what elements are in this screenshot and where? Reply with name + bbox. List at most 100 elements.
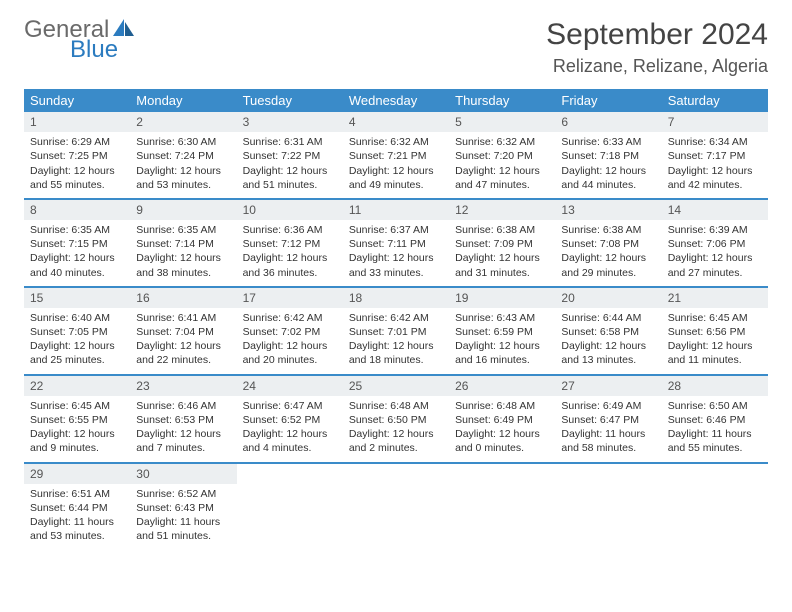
day-cell: 26Sunrise: 6:48 AMSunset: 6:49 PMDayligh… (449, 376, 555, 462)
day-cell: 15Sunrise: 6:40 AMSunset: 7:05 PMDayligh… (24, 288, 130, 374)
daylight-text: Daylight: 12 hours and 4 minutes. (243, 427, 337, 455)
day-header-sun: Sunday (24, 89, 130, 112)
daylight-text: Daylight: 12 hours and 16 minutes. (455, 339, 549, 367)
day-number: 12 (449, 200, 555, 220)
calendar: Sunday Monday Tuesday Wednesday Thursday… (24, 89, 768, 549)
day-body: Sunrise: 6:47 AMSunset: 6:52 PMDaylight:… (237, 399, 343, 462)
day-body: Sunrise: 6:36 AMSunset: 7:12 PMDaylight:… (237, 223, 343, 286)
sunrise-text: Sunrise: 6:51 AM (30, 487, 124, 501)
sunrise-text: Sunrise: 6:32 AM (349, 135, 443, 149)
daylight-text: Daylight: 12 hours and 13 minutes. (561, 339, 655, 367)
sunrise-text: Sunrise: 6:35 AM (136, 223, 230, 237)
day-body: Sunrise: 6:38 AMSunset: 7:08 PMDaylight:… (555, 223, 661, 286)
day-cell: 3Sunrise: 6:31 AMSunset: 7:22 PMDaylight… (237, 112, 343, 198)
daylight-text: Daylight: 12 hours and 42 minutes. (668, 164, 762, 192)
sunrise-text: Sunrise: 6:45 AM (30, 399, 124, 413)
day-cell: 30Sunrise: 6:52 AMSunset: 6:43 PMDayligh… (130, 464, 236, 550)
day-number: 24 (237, 376, 343, 396)
day-number: 4 (343, 112, 449, 132)
sunrise-text: Sunrise: 6:30 AM (136, 135, 230, 149)
day-body: Sunrise: 6:41 AMSunset: 7:04 PMDaylight:… (130, 311, 236, 374)
day-number: 23 (130, 376, 236, 396)
sunrise-text: Sunrise: 6:50 AM (668, 399, 762, 413)
daylight-text: Daylight: 12 hours and 9 minutes. (30, 427, 124, 455)
daylight-text: Daylight: 11 hours and 51 minutes. (136, 515, 230, 543)
sunrise-text: Sunrise: 6:41 AM (136, 311, 230, 325)
day-body: Sunrise: 6:52 AMSunset: 6:43 PMDaylight:… (130, 487, 236, 550)
day-number: 8 (24, 200, 130, 220)
day-number: 11 (343, 200, 449, 220)
day-cell: 20Sunrise: 6:44 AMSunset: 6:58 PMDayligh… (555, 288, 661, 374)
daylight-text: Daylight: 12 hours and 11 minutes. (668, 339, 762, 367)
day-cell: . (449, 464, 555, 550)
sunrise-text: Sunrise: 6:38 AM (455, 223, 549, 237)
day-body: Sunrise: 6:40 AMSunset: 7:05 PMDaylight:… (24, 311, 130, 374)
day-cell: . (343, 464, 449, 550)
sunrise-text: Sunrise: 6:29 AM (30, 135, 124, 149)
day-cell: 21Sunrise: 6:45 AMSunset: 6:56 PMDayligh… (662, 288, 768, 374)
sunrise-text: Sunrise: 6:52 AM (136, 487, 230, 501)
sunrise-text: Sunrise: 6:36 AM (243, 223, 337, 237)
day-cell: 17Sunrise: 6:42 AMSunset: 7:02 PMDayligh… (237, 288, 343, 374)
day-cell: 4 Sunrise: 6:32 AMSunset: 7:21 PMDaylight… (343, 112, 449, 198)
day-number: 29 (24, 464, 130, 484)
day-header: Sunday Monday Tuesday Wednesday Thursday… (24, 89, 768, 112)
day-body: Sunrise: 6:50 AMSunset: 6:46 PMDaylight:… (662, 399, 768, 462)
day-cell: 12Sunrise: 6:38 AMSunset: 7:09 PMDayligh… (449, 200, 555, 286)
day-cell: 8Sunrise: 6:35 AMSunset: 7:15 PMDaylight… (24, 200, 130, 286)
sunrise-text: Sunrise: 6:49 AM (561, 399, 655, 413)
logo-word2: Blue (70, 38, 135, 62)
sunrise-text: Sunrise: 6:32 AM (455, 135, 549, 149)
day-body: Sunrise: 6:32 AMSunset: 7:21 PMDaylight:… (343, 135, 449, 198)
daylight-text: Daylight: 12 hours and 7 minutes. (136, 427, 230, 455)
sunrise-text: Sunrise: 6:35 AM (30, 223, 124, 237)
daylight-text: Daylight: 12 hours and 22 minutes. (136, 339, 230, 367)
daylight-text: Daylight: 12 hours and 2 minutes. (349, 427, 443, 455)
sunrise-text: Sunrise: 6:44 AM (561, 311, 655, 325)
day-body: Sunrise: 6:43 AMSunset: 6:59 PMDaylight:… (449, 311, 555, 374)
daylight-text: Daylight: 12 hours and 31 minutes. (455, 251, 549, 279)
daylight-text: Daylight: 12 hours and 36 minutes. (243, 251, 337, 279)
day-number: 5 (449, 112, 555, 132)
day-number: 9 (130, 200, 236, 220)
day-cell: 2Sunrise: 6:30 AMSunset: 7:24 PMDaylight… (130, 112, 236, 198)
day-cell: 18Sunrise: 6:42 AMSunset: 7:01 PMDayligh… (343, 288, 449, 374)
day-cell: 14Sunrise: 6:39 AMSunset: 7:06 PMDayligh… (662, 200, 768, 286)
sunset-text: Sunset: 6:44 PM (30, 501, 124, 515)
location: Relizane, Relizane, Algeria (546, 56, 768, 77)
sunset-text: Sunset: 6:59 PM (455, 325, 549, 339)
title-block: September 2024 Relizane, Relizane, Alger… (546, 18, 768, 77)
day-cell: 28 Sunrise: 6:50 AMSunset: 6:46 PMDayligh… (662, 376, 768, 462)
day-body: Sunrise: 6:42 AMSunset: 7:01 PMDaylight:… (343, 311, 449, 374)
sunset-text: Sunset: 6:49 PM (455, 413, 549, 427)
day-header-tue: Tuesday (237, 89, 343, 112)
day-header-wed: Wednesday (343, 89, 449, 112)
daylight-text: Daylight: 12 hours and 49 minutes. (349, 164, 443, 192)
sunrise-text: Sunrise: 6:48 AM (349, 399, 443, 413)
sunrise-text: Sunrise: 6:34 AM (668, 135, 762, 149)
sunset-text: Sunset: 7:25 PM (30, 149, 124, 163)
month-title: September 2024 (546, 18, 768, 52)
day-cell: 9Sunrise: 6:35 AMSunset: 7:14 PMDaylight… (130, 200, 236, 286)
daylight-text: Daylight: 12 hours and 51 minutes. (243, 164, 337, 192)
sunset-text: Sunset: 7:17 PM (668, 149, 762, 163)
daylight-text: Daylight: 12 hours and 29 minutes. (561, 251, 655, 279)
day-body: Sunrise: 6:48 AMSunset: 6:49 PMDaylight:… (449, 399, 555, 462)
daylight-text: Daylight: 12 hours and 44 minutes. (561, 164, 655, 192)
day-header-mon: Monday (130, 89, 236, 112)
sunrise-text: Sunrise: 6:46 AM (136, 399, 230, 413)
sunset-text: Sunset: 7:05 PM (30, 325, 124, 339)
sunset-text: Sunset: 7:15 PM (30, 237, 124, 251)
day-number: 27 (555, 376, 661, 396)
daylight-text: Daylight: 12 hours and 25 minutes. (30, 339, 124, 367)
day-number: 28 (662, 376, 768, 396)
day-cell: 25Sunrise: 6:48 AMSunset: 6:50 PMDayligh… (343, 376, 449, 462)
sunset-text: Sunset: 6:55 PM (30, 413, 124, 427)
day-cell: . (555, 464, 661, 550)
day-number: 16 (130, 288, 236, 308)
daylight-text: Daylight: 12 hours and 33 minutes. (349, 251, 443, 279)
sunset-text: Sunset: 6:50 PM (349, 413, 443, 427)
day-cell: 7Sunrise: 6:34 AMSunset: 7:17 PMDaylight… (662, 112, 768, 198)
day-cell: 11Sunrise: 6:37 AMSunset: 7:11 PMDayligh… (343, 200, 449, 286)
day-number: 21 (662, 288, 768, 308)
